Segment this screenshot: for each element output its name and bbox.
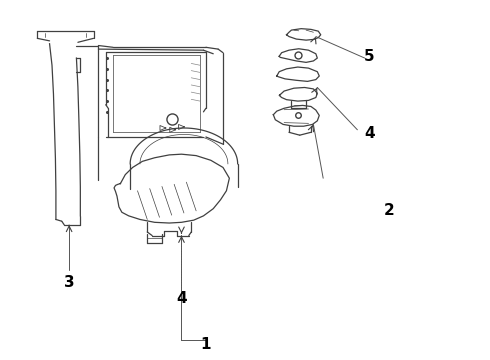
Text: 4: 4 <box>364 126 375 141</box>
Text: 5: 5 <box>364 49 375 64</box>
Text: 3: 3 <box>64 275 74 290</box>
Text: 4: 4 <box>176 291 187 306</box>
Text: 2: 2 <box>384 203 394 218</box>
Text: 1: 1 <box>201 337 211 352</box>
